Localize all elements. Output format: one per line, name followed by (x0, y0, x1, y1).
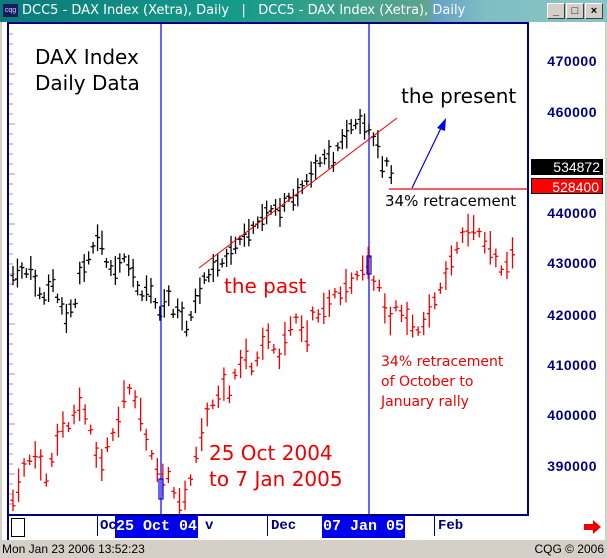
y-label-420000: 420000 (547, 307, 597, 323)
maximize-button[interactable]: □ (566, 3, 584, 19)
chart-title: DAX Index Daily Data (35, 44, 140, 96)
y-label-470000: 470000 (547, 53, 597, 69)
past-retracement-line3: January rally (381, 394, 469, 410)
plot-area[interactable]: DAX Index Daily Data the present 34% ret… (7, 22, 529, 516)
last-price-tag: 534872 (531, 159, 603, 175)
y-label-430000: 430000 (547, 255, 597, 271)
scroll-right-arrow-icon[interactable] (584, 520, 602, 539)
date-range-line2: to 7 Jan 2005 (209, 467, 343, 491)
date-range-note: 25 Oct 2004 to 7 Jan 2005 (209, 440, 343, 492)
status-copyright: CQG © 2006 (534, 542, 604, 556)
status-bar: Mon Jan 23 2006 13:52:23 CQG © 2006 (0, 540, 607, 558)
arrow-head-icon (437, 118, 446, 131)
present-series-bars (10, 109, 394, 337)
minimize-button[interactable]: _ (547, 3, 565, 19)
x-tick (97, 516, 98, 536)
past-label: the past (224, 274, 307, 298)
close-button[interactable]: × (585, 3, 603, 19)
chart-title-line2: Daily Data (35, 71, 140, 95)
x-highlight-07-jan-05[interactable]: 07 Jan 05 (322, 516, 406, 538)
past-retracement-line1: 34% retracement (381, 354, 504, 370)
y-label-440000: 440000 (547, 205, 597, 221)
x-axis[interactable]: Oc 25 Oct 04 v Dec 07 Jan 05 Feb (7, 516, 601, 540)
past-retracement-note: 34% retracement of October to January ra… (381, 352, 503, 412)
x-tick (267, 516, 268, 536)
y-label-460000: 460000 (547, 104, 597, 120)
y-label-390000: 390000 (547, 458, 597, 474)
y-axis[interactable]: 470000 460000 440000 430000 420000 41000… (529, 22, 605, 516)
arrow-line (411, 125, 443, 189)
retracement-label: 34% retracement (385, 192, 517, 210)
marker-box-oct (158, 478, 164, 500)
x-label-dec: Dec (271, 518, 297, 534)
x-highlight-25-oct-04[interactable]: 25 Oct 04 (115, 516, 199, 538)
window-title: DCC5 - DAX Index (Xetra), Daily | DCC5 -… (22, 3, 466, 18)
past-retracement-line2: of October to (381, 374, 474, 390)
cqg-app-icon[interactable]: cqg (3, 4, 18, 17)
status-timestamp: Mon Jan 23 2006 13:52:23 (2, 542, 145, 556)
marker-box-jan (366, 255, 372, 275)
x-label-oct: Oc (100, 518, 117, 534)
date-range-line1: 25 Oct 2004 (209, 441, 333, 465)
retracement-price-tag: 528400 (531, 178, 603, 195)
chart-title-line1: DAX Index (35, 45, 139, 69)
x-tick (434, 516, 435, 536)
x-label-feb: Feb (438, 518, 464, 534)
x-axis-corner-box (11, 518, 25, 537)
x-label-nov: v (205, 518, 214, 534)
left-axis-ticks (9, 33, 15, 505)
trendline[interactable] (198, 117, 398, 269)
window-titlebar: cqg DCC5 - DAX Index (Xetra), Daily | DC… (0, 0, 607, 22)
price-chart (9, 24, 527, 514)
present-label: the present (401, 84, 517, 108)
chart-frame: DAX Index Daily Data the present 34% ret… (2, 22, 605, 540)
y-label-400000: 400000 (547, 407, 597, 423)
y-label-410000: 410000 (547, 357, 597, 373)
past-series-bars (10, 213, 515, 514)
